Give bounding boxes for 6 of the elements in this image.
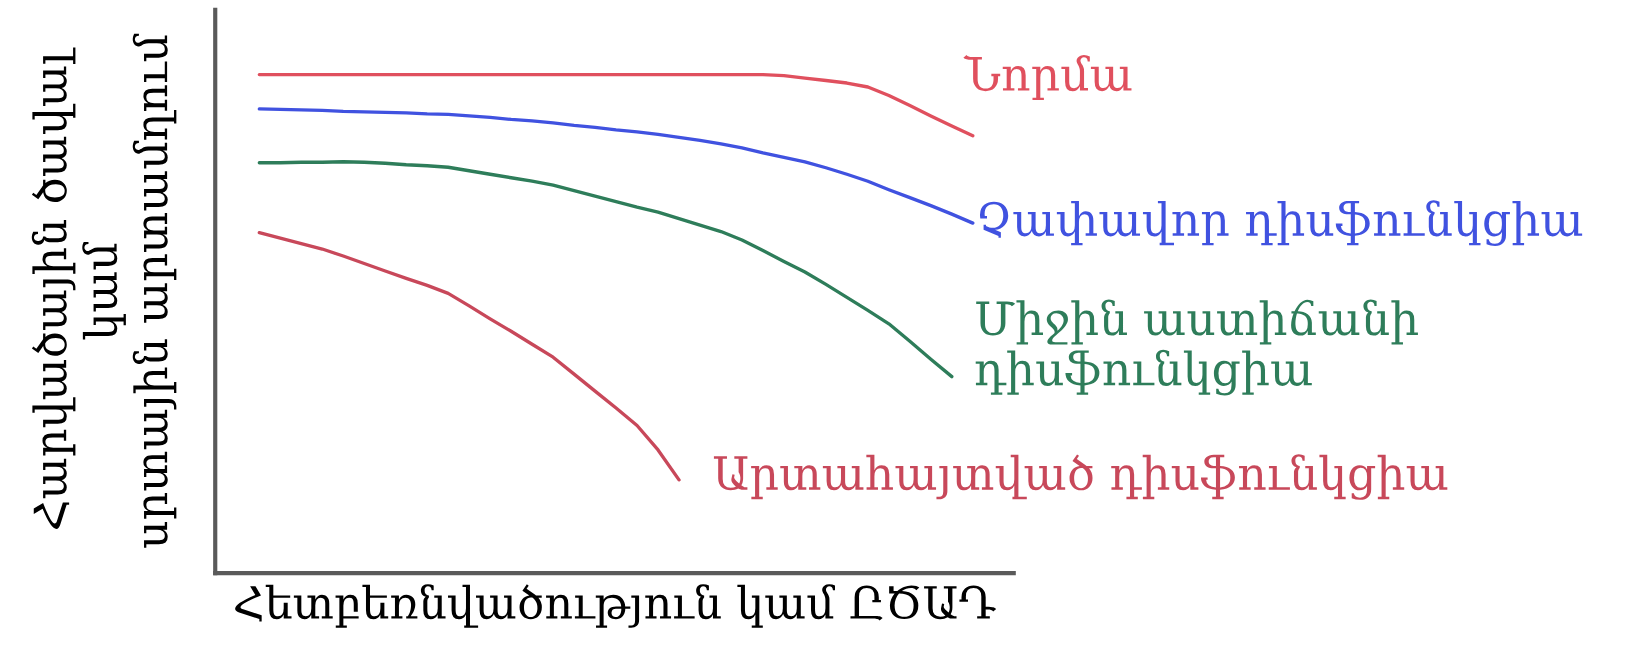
series-label: Միջին աստիճանի դիսֆունկցիա [975,299,1418,396]
series-label: Նորմա [963,55,1132,101]
x-axis-title: Հետբեռնվածություն կամ ԸԾԱԴ [235,584,997,628]
y-axis-title: Հարվածային ծավալ կամ սրտային արտամղում [31,33,177,548]
series-label: Արտահայտված դիսֆունկցիա [713,454,1448,500]
series-label: Չափավոր դիսֆունկցիա [980,200,1583,246]
